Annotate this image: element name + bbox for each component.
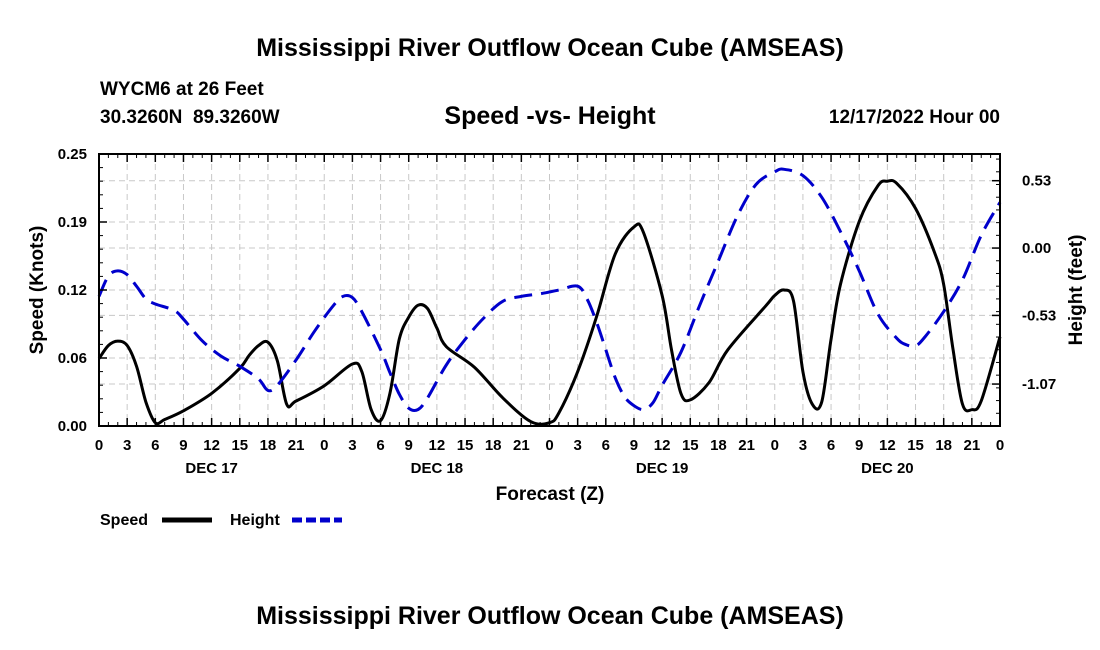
x-tick-label: 6 xyxy=(827,437,835,454)
x-tick-label: 9 xyxy=(855,437,863,454)
day-label: DEC 20 xyxy=(861,460,914,477)
forecast-timestamp: 12/17/2022 Hour 00 xyxy=(829,107,1000,128)
x-tick-label: 12 xyxy=(429,437,446,454)
y2-tick-label: 0.53 xyxy=(1022,173,1051,190)
ticks-layer xyxy=(98,153,1001,427)
x-tick-label: 21 xyxy=(513,437,530,454)
y-tick-label: 0.12 xyxy=(58,282,87,299)
x-tick-label: 0 xyxy=(771,437,779,454)
y-axis-title: Speed (Knots) xyxy=(27,226,48,355)
x-tick-label: 0 xyxy=(996,437,1004,454)
x-tick-label: 0 xyxy=(545,437,553,454)
x-tick-label: 0 xyxy=(320,437,328,454)
x-tick-label: 9 xyxy=(630,437,638,454)
x-tick-label: 21 xyxy=(738,437,755,454)
x-tick-label: 18 xyxy=(485,437,502,454)
series-line-speed xyxy=(97,178,1002,426)
x-tick-label: 3 xyxy=(799,437,807,454)
legend-height-label: Height xyxy=(230,512,280,529)
footer-title: Mississippi River Outflow Ocean Cube (AM… xyxy=(256,602,844,630)
chart-title: Speed -vs- Height xyxy=(444,102,656,130)
station-name: WYCM6 at 26 Feet xyxy=(100,79,264,100)
day-label: DEC 19 xyxy=(636,460,689,477)
x-tick-label: 0 xyxy=(95,437,103,454)
y-tick-label: 0.00 xyxy=(58,418,87,435)
x-axis-title: Forecast (Z) xyxy=(496,484,605,505)
x-tick-label: 15 xyxy=(682,437,699,454)
x-tick-label: 15 xyxy=(457,437,474,454)
labels-layer: 0 3 6 9 12 15 18 21 0 3 6 9 12 15 18 21 0 3 6 9 12 15 18 21 0 3 6 9… xyxy=(58,146,1056,477)
x-tick-label: 21 xyxy=(288,437,305,454)
x-tick-label: 12 xyxy=(654,437,671,454)
grid-layer xyxy=(99,154,1000,426)
x-tick-label: 15 xyxy=(907,437,924,454)
y-tick-label: 0.25 xyxy=(58,146,87,163)
y2-tick-label: -0.53 xyxy=(1022,307,1056,324)
y-tick-label: 0.06 xyxy=(58,350,87,367)
x-tick-label: 6 xyxy=(376,437,384,454)
x-tick-label: 12 xyxy=(879,437,896,454)
x-tick-label: 6 xyxy=(602,437,610,454)
y2-axis-title: Height (feet) xyxy=(1066,235,1087,346)
page-title: Mississippi River Outflow Ocean Cube (AM… xyxy=(256,34,844,62)
series-layer xyxy=(97,167,1002,426)
x-tick-label: 9 xyxy=(179,437,187,454)
x-tick-label: 9 xyxy=(405,437,413,454)
x-tick-label: 15 xyxy=(231,437,248,454)
day-label: DEC 18 xyxy=(411,460,464,477)
x-tick-label: 21 xyxy=(964,437,981,454)
x-tick-label: 3 xyxy=(348,437,356,454)
series-line-height xyxy=(97,167,1002,412)
x-tick-label: 18 xyxy=(935,437,952,454)
y2-tick-label: 0.00 xyxy=(1022,240,1051,257)
legend-speed-label: Speed xyxy=(100,512,148,529)
x-tick-label: 18 xyxy=(710,437,727,454)
station-coords: 30.3260N 89.3260W xyxy=(100,107,280,128)
x-tick-label: 3 xyxy=(123,437,131,454)
x-tick-label: 12 xyxy=(203,437,220,454)
day-label: DEC 17 xyxy=(185,460,238,477)
x-tick-label: 18 xyxy=(260,437,277,454)
y-tick-label: 0.19 xyxy=(58,214,87,231)
y2-tick-label: -1.07 xyxy=(1022,376,1056,393)
x-tick-label: 3 xyxy=(573,437,581,454)
x-tick-label: 6 xyxy=(151,437,159,454)
